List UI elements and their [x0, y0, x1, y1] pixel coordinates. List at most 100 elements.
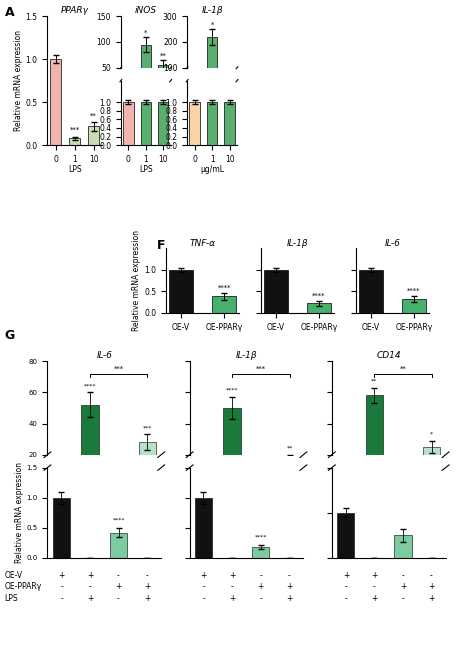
Bar — [366, 395, 383, 486]
Bar — [224, 408, 241, 486]
X-axis label: μg/mL: μg/mL — [200, 165, 224, 174]
Text: +: + — [371, 571, 378, 580]
Text: +: + — [229, 594, 236, 603]
Bar — [50, 59, 61, 145]
Text: ****: **** — [218, 285, 231, 291]
Text: +: + — [144, 582, 150, 591]
X-axis label: LPS: LPS — [68, 165, 82, 174]
Title: IL-6: IL-6 — [96, 352, 112, 361]
Text: **: ** — [160, 53, 166, 59]
Text: ****: **** — [407, 288, 420, 294]
Y-axis label: Relative mRNA expression: Relative mRNA expression — [15, 462, 24, 563]
Text: +: + — [257, 582, 264, 591]
Bar — [53, 498, 70, 558]
Bar — [359, 270, 383, 313]
Bar — [402, 299, 426, 313]
Bar — [207, 37, 218, 94]
Text: A: A — [5, 6, 14, 19]
Title: PPARγ: PPARγ — [61, 6, 89, 15]
Bar — [190, 102, 200, 145]
Text: -: - — [373, 582, 376, 591]
Bar — [88, 126, 100, 145]
Text: ****: **** — [112, 517, 125, 522]
Text: F: F — [156, 239, 165, 252]
Text: +: + — [428, 582, 435, 591]
Text: -: - — [117, 571, 120, 580]
Text: *: * — [430, 432, 433, 437]
Text: LPS: LPS — [5, 594, 18, 603]
Text: -: - — [117, 594, 120, 603]
Text: ****: **** — [226, 388, 238, 393]
Bar — [281, 460, 298, 486]
Bar — [123, 102, 134, 145]
Bar — [337, 513, 354, 558]
Bar — [82, 405, 99, 486]
Text: **: ** — [400, 366, 406, 372]
Text: -: - — [345, 582, 347, 591]
Text: -: - — [202, 594, 205, 603]
Bar — [158, 102, 168, 145]
Text: ****: **** — [255, 534, 267, 539]
Text: **: ** — [91, 112, 97, 119]
Text: +: + — [229, 571, 236, 580]
Bar — [69, 138, 81, 145]
Bar — [195, 498, 212, 558]
Bar — [224, 102, 235, 145]
Bar — [212, 297, 236, 313]
Text: -: - — [259, 594, 262, 603]
Text: ****: **** — [84, 384, 96, 389]
Text: G: G — [5, 329, 15, 342]
Text: +: + — [58, 571, 65, 580]
Text: **: ** — [371, 379, 377, 384]
Text: +: + — [144, 594, 150, 603]
Title: IL-1β: IL-1β — [236, 352, 257, 361]
Bar — [140, 102, 151, 145]
Text: **: ** — [286, 446, 293, 451]
Y-axis label: Relative mRNA expression: Relative mRNA expression — [14, 30, 23, 131]
Bar — [110, 533, 127, 558]
Text: +: + — [343, 571, 349, 580]
Text: -: - — [288, 571, 291, 580]
Text: -: - — [345, 594, 347, 603]
Text: -: - — [259, 571, 262, 580]
Bar — [139, 442, 156, 486]
Text: +: + — [286, 594, 292, 603]
Text: +: + — [201, 571, 207, 580]
Text: OE-V: OE-V — [5, 571, 23, 580]
Text: +: + — [371, 594, 378, 603]
Text: -: - — [60, 594, 63, 603]
Bar — [140, 45, 151, 94]
Bar — [264, 270, 288, 313]
Text: ***: *** — [70, 127, 80, 133]
Text: +: + — [115, 582, 122, 591]
Bar — [394, 535, 411, 558]
X-axis label: LPS: LPS — [139, 165, 153, 174]
Text: ***: *** — [143, 426, 152, 431]
Text: OE-PPARγ: OE-PPARγ — [5, 582, 42, 591]
Bar — [307, 303, 331, 313]
Text: -: - — [430, 571, 433, 580]
Text: *: * — [210, 22, 214, 28]
Bar — [252, 547, 269, 558]
Text: -: - — [146, 571, 148, 580]
Text: -: - — [202, 582, 205, 591]
Bar — [207, 102, 218, 145]
Text: -: - — [401, 594, 404, 603]
Title: TNF-α: TNF-α — [190, 239, 216, 248]
Title: iNOS: iNOS — [135, 6, 157, 15]
Title: IL-1β: IL-1β — [201, 6, 223, 15]
Text: *: * — [144, 30, 147, 35]
Title: IL-1β: IL-1β — [287, 239, 308, 248]
Bar — [169, 270, 193, 313]
Text: -: - — [60, 582, 63, 591]
Y-axis label: Relative mRNA expression: Relative mRNA expression — [132, 230, 141, 331]
Text: +: + — [428, 594, 435, 603]
Text: -: - — [89, 582, 91, 591]
Bar — [158, 65, 168, 94]
Text: ***: *** — [256, 366, 266, 372]
Text: -: - — [231, 582, 234, 591]
Title: IL-6: IL-6 — [384, 239, 400, 248]
Text: +: + — [400, 582, 406, 591]
Title: CD14: CD14 — [376, 352, 401, 361]
Text: +: + — [286, 582, 292, 591]
